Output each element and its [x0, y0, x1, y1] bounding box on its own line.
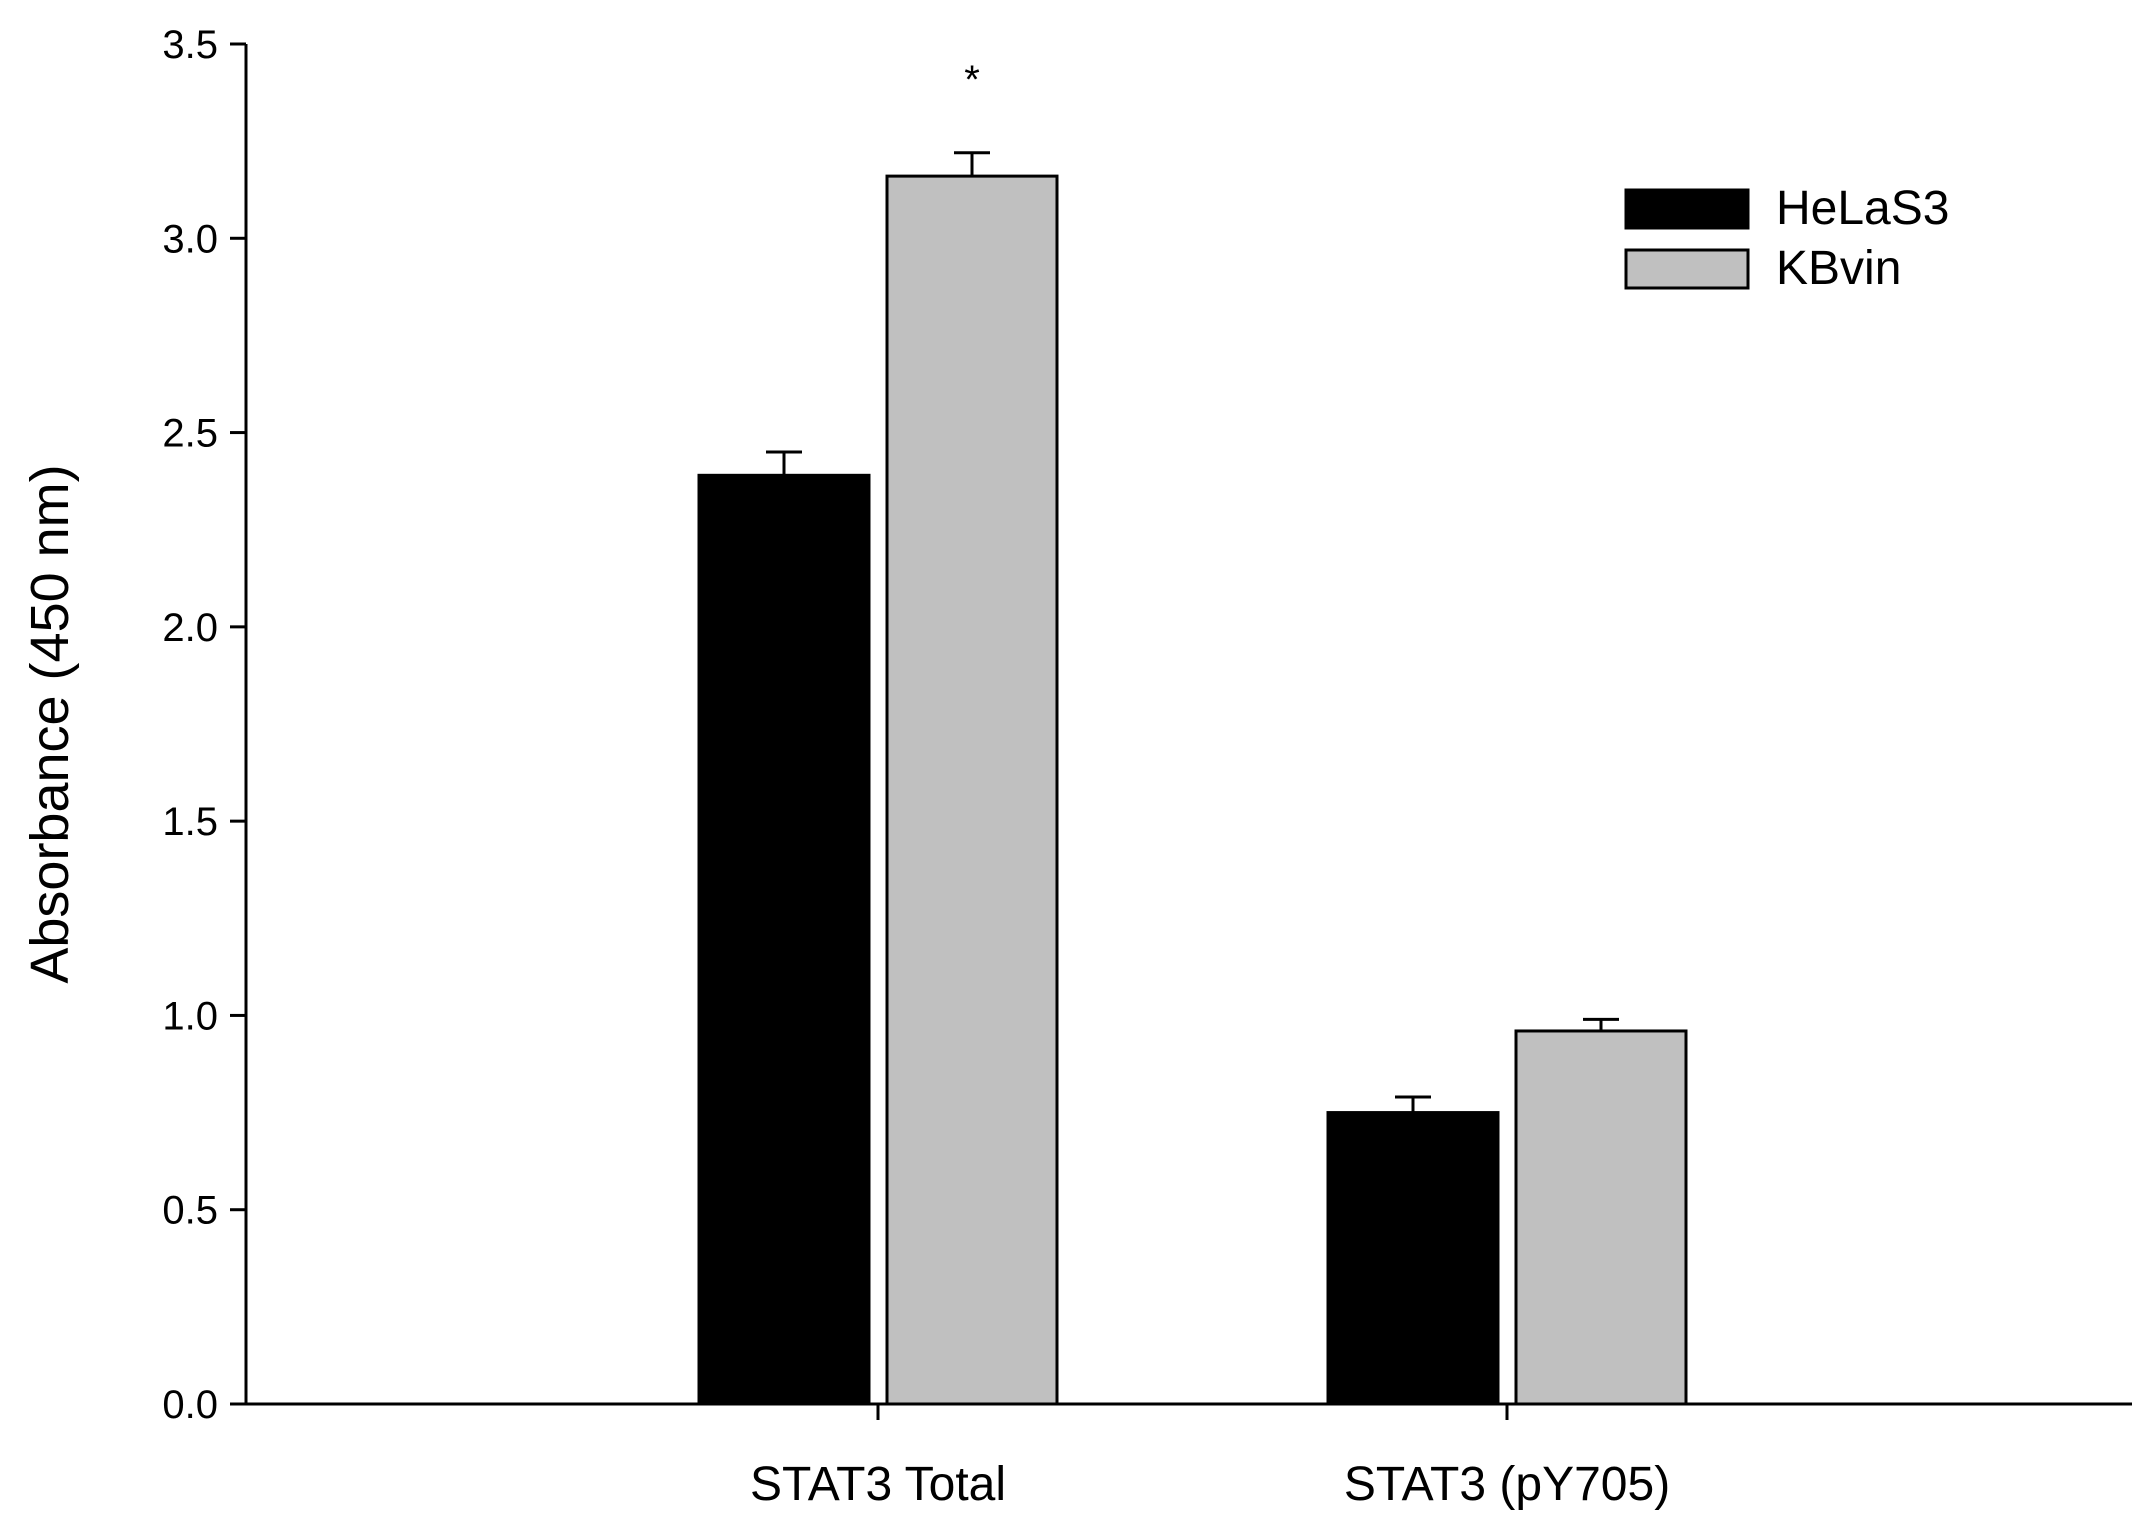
legend-swatch-kbvin: [1624, 248, 1750, 290]
error-bars: [766, 151, 1619, 1113]
y-tick-label: 0.0: [162, 1383, 218, 1427]
x-category-label: STAT3 (pY705): [1344, 1458, 1670, 1511]
y-tick-label: 1.0: [162, 994, 218, 1038]
y-tick-label: 3.0: [162, 217, 218, 261]
y-tick-label: 3.5: [162, 23, 218, 67]
y-axis-ticks: 0.0 0.5 1.0 1.5 2.0 2.5 3.0 3.5: [162, 23, 246, 1427]
bars: [697, 174, 1688, 1406]
legend-label-kbvin: KBvin: [1776, 242, 1901, 295]
bar-kbvin-1: [1514, 1029, 1688, 1406]
annotations: *: [964, 58, 980, 102]
legend-label-helas3: HeLaS3: [1776, 182, 1949, 235]
bar-helas3-0: [697, 473, 871, 1406]
y-tick-label: 2.0: [162, 606, 218, 650]
y-axis-title: Absorbance (450 nm): [20, 464, 80, 983]
y-tick-label: 2.5: [162, 412, 218, 456]
bar-helas3-1: [1326, 1111, 1500, 1406]
x-axis-ticks: STAT3 Total STAT3 (pY705): [750, 1404, 1670, 1511]
bar-kbvin-0: [885, 174, 1059, 1406]
x-category-label: STAT3 Total: [750, 1458, 1006, 1511]
y-tick-label: 1.5: [162, 800, 218, 844]
significance-marker: *: [964, 58, 980, 102]
y-tick-label: 0.5: [162, 1189, 218, 1233]
legend-swatch-helas3: [1624, 188, 1750, 230]
legend: HeLaS3 KBvin: [1624, 182, 1949, 295]
axes: [244, 44, 2132, 1406]
